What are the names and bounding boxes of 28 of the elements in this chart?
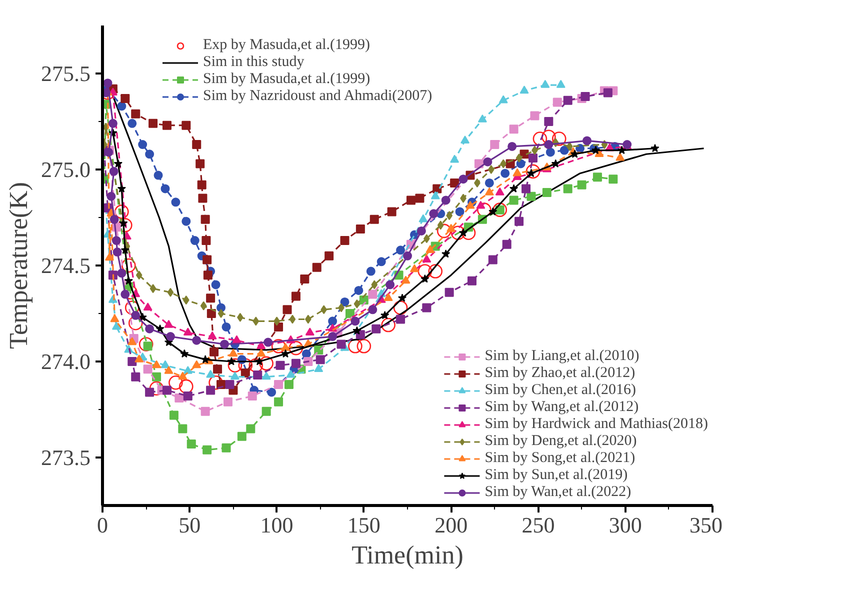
legend-label: Sim by Song,et al.(2021)	[484, 450, 636, 467]
legend-label: Sim by Wang,et al.(2012)	[484, 399, 639, 416]
legend-label: Sim by Chen,et al.(2016)	[484, 382, 636, 399]
x-tick-label: 350	[690, 512, 722, 538]
legend-label: Sim by Masuda,et al.(1999)	[203, 71, 370, 88]
legend-label: Sim by Sun,et al.(2019)	[484, 467, 628, 484]
legend-label: Exp by Masuda,et al.(1999)	[203, 37, 370, 54]
y-tick-label: 274.0	[41, 349, 90, 374]
y-tick-label: 275.5	[41, 61, 90, 86]
legend-label: Sim by Zhao,et al.(2012)	[484, 365, 636, 382]
x-tick-label: 300	[608, 512, 642, 538]
x-tick-label: 150	[347, 512, 380, 538]
legend-label: Sim in this study	[203, 54, 304, 71]
x-tick-label: 250	[522, 512, 555, 538]
legend-label: Sim by Nazridoust and Ahmadi(2007)	[203, 88, 432, 105]
x-axis-title: Time(min)	[352, 540, 464, 570]
x-tick-label: 100	[260, 512, 294, 538]
legend-label: Sim by Hardwick and Mathias(2018)	[484, 416, 708, 433]
legend-label: Sim by Wan,et al.(2022)	[484, 484, 632, 501]
x-tick-label: 200	[434, 512, 468, 538]
x-tick-label: 0	[97, 512, 108, 538]
legend-label: Sim by Deng,et al.(2020)	[484, 433, 637, 450]
x-tick-label: 50	[178, 512, 201, 538]
y-tick-label: 273.5	[41, 445, 90, 470]
y-axis-title: Temperature(K)	[4, 182, 33, 350]
y-tick-label: 275.0	[41, 157, 90, 182]
legend-label: Sim by Liang,et al.(2010)	[484, 348, 640, 365]
y-tick-label: 274.5	[41, 253, 90, 278]
